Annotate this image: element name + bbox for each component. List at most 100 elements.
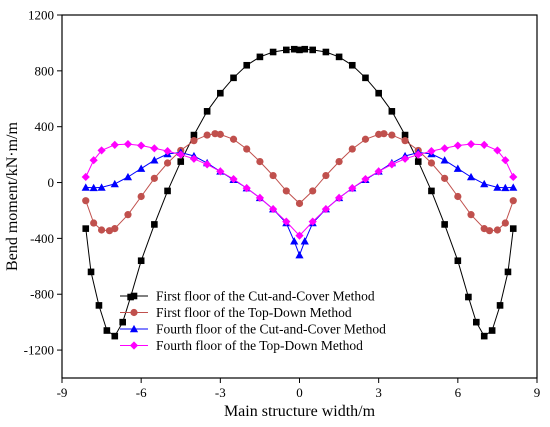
data-point (203, 108, 211, 115)
legend-label: Fourth floor of the Cut-and-Cover Method (156, 322, 386, 337)
data-point (119, 318, 126, 326)
data-point (322, 171, 330, 180)
x-tick-label: 9 (534, 385, 541, 400)
y-tick-label: 800 (35, 63, 55, 78)
data-point (454, 257, 462, 265)
data-point (150, 156, 159, 164)
data-point (453, 141, 462, 150)
data-point (387, 160, 396, 169)
data-point (362, 74, 369, 82)
data-point (488, 327, 496, 334)
legend: First floor of the Cut-and-Cover MethodF… (120, 289, 386, 353)
legend-marker (130, 292, 138, 300)
data-point (164, 187, 171, 195)
legend-marker (130, 308, 138, 317)
data-point (203, 160, 212, 169)
data-point (150, 144, 159, 153)
data-point (509, 172, 518, 182)
data-point (189, 154, 199, 163)
data-point (374, 167, 383, 176)
data-point (211, 130, 219, 138)
series-line (85, 133, 514, 232)
data-point (427, 147, 436, 156)
data-point (454, 192, 462, 201)
data-point (453, 164, 462, 172)
data-point (401, 131, 409, 139)
data-point (163, 147, 172, 156)
data-point (309, 187, 317, 195)
data-point (414, 150, 423, 159)
series-layer (81, 45, 518, 340)
data-point (123, 172, 133, 181)
x-axis-title: Main structure width/m (224, 403, 376, 420)
y-tick-label: -400 (30, 231, 54, 246)
data-point (308, 217, 317, 226)
series-2 (82, 130, 517, 235)
data-point (295, 199, 304, 208)
series-1 (82, 45, 517, 340)
legend-marker (129, 341, 139, 350)
y-tick-label: -1200 (24, 343, 54, 358)
legend-entry: Fourth floor of the Cut-and-Cover Method (120, 322, 386, 337)
series-4 (81, 140, 518, 240)
legend-label: First floor of the Cut-and-Cover Method (156, 289, 375, 304)
data-point (243, 61, 251, 69)
y-tick-label: 0 (48, 175, 55, 190)
data-point (501, 183, 510, 192)
axis-ticks: -9 -6 -3 0 3 6 9 -1200 -800 -400 0 400 800 1200 (24, 8, 541, 401)
data-point (414, 158, 422, 165)
data-point (485, 227, 494, 235)
data-point (465, 293, 472, 301)
legend-label: First floor of the Top-Down Method (156, 305, 352, 320)
y-tick-label: -800 (30, 287, 54, 302)
data-point (123, 140, 133, 149)
data-point (466, 172, 476, 181)
data-point (322, 48, 330, 56)
data-point (283, 46, 290, 54)
data-point (216, 167, 225, 176)
data-point (375, 130, 383, 138)
data-point (440, 144, 449, 153)
data-point (190, 131, 198, 139)
data-point (295, 251, 304, 259)
data-point (473, 318, 480, 326)
data-point (375, 89, 382, 97)
data-point (124, 211, 132, 219)
data-point (300, 237, 309, 245)
data-point (81, 183, 90, 191)
legend-entry: Fourth floor of the Top-Down Method (120, 338, 363, 353)
data-point (269, 48, 277, 56)
data-point (290, 237, 299, 245)
data-point (97, 183, 106, 191)
data-point (230, 74, 237, 82)
data-point (334, 193, 344, 202)
data-point (509, 197, 517, 205)
data-point (290, 45, 298, 53)
x-tick-label: 3 (375, 385, 382, 400)
data-point (203, 131, 211, 139)
x-tick-label: 0 (296, 385, 303, 400)
x-tick-label: -6 (136, 385, 147, 400)
data-point (427, 159, 436, 167)
data-point (111, 332, 119, 340)
data-point (256, 53, 264, 61)
data-point (501, 156, 510, 165)
data-point (137, 164, 146, 172)
data-point (190, 137, 198, 145)
data-point (151, 221, 158, 228)
data-point (163, 159, 172, 167)
data-point (150, 174, 158, 182)
data-point (496, 302, 504, 309)
data-point (335, 157, 343, 166)
data-point (89, 156, 98, 165)
data-point (256, 157, 264, 166)
data-point (137, 141, 146, 150)
data-point (282, 187, 290, 195)
data-point (441, 221, 448, 228)
legend-label: Fourth floor of the Top-Down Method (156, 338, 363, 353)
data-point (440, 156, 449, 164)
data-point (137, 192, 145, 201)
data-point (216, 130, 224, 138)
data-point (81, 172, 90, 182)
